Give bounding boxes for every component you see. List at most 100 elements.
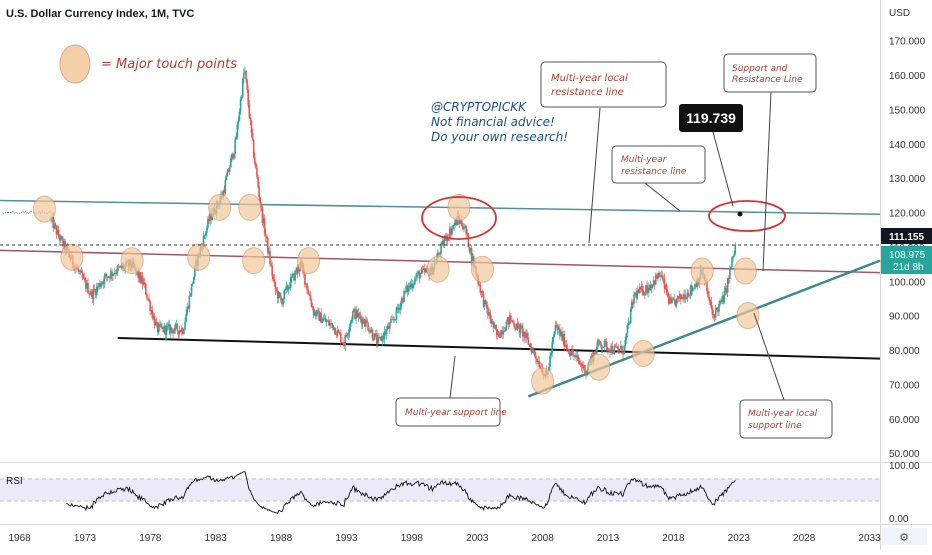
candle-body-471	[563, 334, 566, 347]
candle-body-83	[140, 276, 143, 283]
candle-body-3	[53, 223, 56, 229]
callout-support-resistance-line2: Resistance Line	[732, 75, 803, 85]
candle-body-40	[93, 288, 96, 290]
callout-pointer-support-resistance	[762, 91, 772, 272]
candle-body-484	[577, 356, 580, 362]
candle-body-442	[531, 349, 534, 353]
candle-body-501	[596, 346, 598, 354]
candle-body-202	[270, 263, 272, 266]
candle-body-171	[236, 124, 239, 138]
candle-body-420	[507, 317, 510, 325]
candle-body-411	[498, 331, 500, 338]
candle-body-561	[661, 275, 664, 279]
candle-body-622	[727, 278, 730, 280]
candle-body-623	[729, 269, 731, 279]
candle-body-343	[423, 268, 426, 273]
candle-body-8	[58, 236, 61, 241]
candle-body-355	[437, 252, 439, 259]
candle-body-551	[650, 285, 653, 289]
candle-body-397	[482, 293, 485, 307]
candle-body-290	[366, 319, 368, 323]
candle-body-387	[471, 256, 474, 261]
candle-body-279	[354, 308, 356, 319]
candle-body-319	[397, 307, 400, 310]
candle-body-235	[306, 283, 308, 291]
candle-body-200	[268, 251, 270, 254]
time-tick-5: 1993	[335, 533, 358, 544]
candle-body-228	[298, 269, 301, 272]
candle-body-370	[453, 225, 455, 226]
touch-point-6	[242, 247, 266, 275]
candle-body-44	[98, 283, 100, 287]
candle-body-260	[333, 327, 336, 330]
candle-body-512	[608, 348, 610, 352]
candle-body-91	[149, 301, 151, 312]
candle-body-315	[393, 319, 396, 321]
candle-body-570	[671, 299, 673, 303]
time-tick-4: 1988	[270, 533, 293, 544]
callout-resistance-line2: resistance line	[621, 167, 687, 177]
candle-body-62	[117, 266, 120, 268]
candle-body-514	[610, 345, 612, 353]
touch-point-5	[238, 193, 262, 221]
candle-body-424	[512, 320, 514, 323]
candle-body-426	[514, 326, 516, 328]
candle-body-187	[253, 157, 256, 164]
candle-body-440	[529, 343, 532, 348]
candle-body-114	[174, 324, 177, 331]
candle-body-578	[680, 293, 682, 300]
candle-body-124	[185, 314, 187, 322]
target-value-badge	[679, 104, 743, 132]
candle-body-183	[249, 117, 252, 121]
candle-body-565	[665, 284, 668, 294]
candle-body-401	[487, 308, 489, 316]
candle-body-480	[573, 354, 575, 357]
candle-body-487	[580, 363, 583, 367]
candle-body-340	[420, 268, 423, 274]
candle-body-5	[55, 225, 58, 235]
candle-body-571	[672, 298, 674, 300]
candle-body-610	[714, 307, 717, 318]
candle-body-384	[468, 247, 471, 252]
touch-point-16	[736, 302, 760, 330]
candle-body-367	[450, 228, 452, 235]
candle-body-533	[630, 302, 633, 310]
candle-body-46	[100, 284, 102, 287]
candle-body-292	[368, 330, 370, 333]
touch-point-3	[187, 243, 211, 271]
candle-body-472	[564, 345, 567, 347]
candle-body-141	[203, 235, 206, 237]
candle-body-371	[454, 219, 457, 226]
touch-point-8	[426, 255, 450, 283]
candle-body-446	[536, 358, 538, 363]
chart-settings-button[interactable]	[882, 528, 927, 545]
candle-body-262	[335, 334, 338, 336]
candle-body-546	[645, 285, 647, 293]
candle-body-224	[294, 270, 296, 281]
candle-body-291	[367, 322, 369, 331]
candle-body-301	[378, 337, 380, 338]
candle-body-312	[390, 319, 392, 324]
touch-point-4	[208, 193, 232, 221]
candle-body-473	[565, 345, 568, 348]
time-axis-ticks: 1968 1973 1978 1983 1988 1993 1998 2003 2008 2013…	[8, 533, 881, 544]
last-close-tag-text: 111.155	[889, 232, 924, 243]
target-value-text: 119.739	[686, 110, 736, 126]
candle-body-308	[385, 329, 388, 335]
candle-body-39	[92, 288, 95, 300]
candle-body-81	[138, 272, 141, 279]
candle-body-129	[190, 283, 193, 296]
rsi-line	[66, 471, 736, 515]
candle-body-547	[646, 285, 648, 294]
candle-body-520	[616, 347, 619, 350]
candle-body-406	[492, 321, 495, 328]
candle-body-327	[406, 285, 409, 292]
candle-body-466	[557, 328, 560, 331]
candle-body-485	[578, 361, 581, 364]
candle-body-436	[525, 333, 527, 338]
candle-body-441	[530, 347, 533, 353]
candle-body-274	[348, 326, 351, 333]
candle-body-190	[257, 176, 259, 187]
settings-gear-icon[interactable]: ⚙	[899, 532, 909, 544]
